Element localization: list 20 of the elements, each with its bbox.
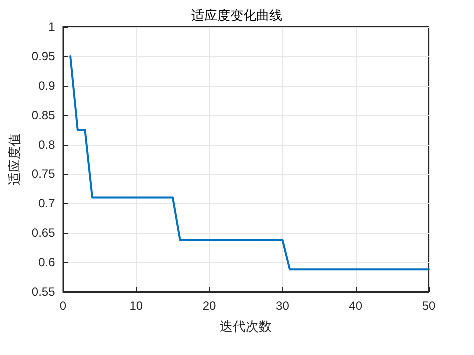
y-tick-label: 0.7 xyxy=(38,196,56,211)
y-tick-label: 0.85 xyxy=(32,108,56,122)
x-tick-label: 40 xyxy=(349,299,363,313)
y-tick-label: 0.9 xyxy=(38,78,56,93)
y-tick-label: 0.6 xyxy=(38,256,56,270)
chart-title: 适应度变化曲线 xyxy=(192,8,282,23)
y-tick-label: 0.95 xyxy=(32,49,56,64)
y-axis-title: 适应度值 xyxy=(7,134,22,186)
x-tick-label: 30 xyxy=(276,299,290,313)
y-tick-label: 0.8 xyxy=(38,138,56,152)
y-tick-label: 0.65 xyxy=(32,226,56,240)
y-tick-label: 1 xyxy=(48,20,56,34)
y-tick-label: 0.55 xyxy=(32,285,56,299)
x-tick-label: 10 xyxy=(130,299,144,313)
x-axis-title: 迭代次数 xyxy=(220,319,272,334)
y-tick-label: 0.75 xyxy=(32,167,56,182)
x-tick-label: 0 xyxy=(60,299,67,313)
x-tick-label: 50 xyxy=(422,299,436,313)
line-series xyxy=(70,55,430,271)
x-tick-label: 20 xyxy=(202,299,217,313)
